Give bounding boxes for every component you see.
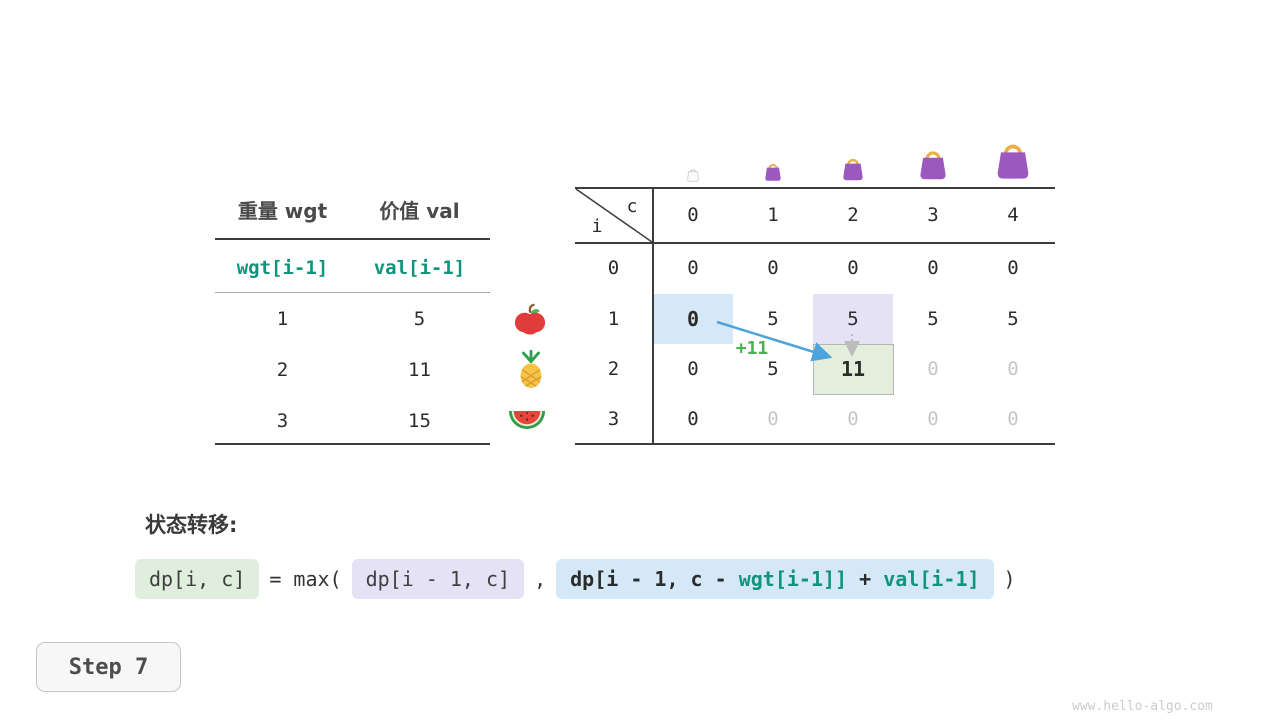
dp-row-header-3: 3 (607, 408, 620, 430)
dp-row-header-0: 0 (607, 257, 620, 279)
bag-icon-capacity-0 (687, 169, 699, 182)
dp-corner-row-label: i (591, 216, 603, 237)
dp-cell-0-3: 0 (927, 257, 939, 279)
items-table-header-weight: 重量 wgt (237, 199, 328, 223)
dp-col-header-4: 4 (1007, 204, 1019, 226)
item-1-weight: 1 (276, 308, 289, 330)
formula-operator: = max( (269, 567, 342, 591)
items-table-mid-rule (215, 292, 490, 293)
dp-corner-col-label: c (626, 196, 638, 217)
watermark: www.hello-algo.com (1072, 699, 1213, 714)
item-1-value: 5 (413, 308, 426, 330)
items-table-header-value: 价值 val (379, 199, 460, 223)
dp-cell-1-4: 5 (1007, 308, 1019, 330)
item-3-weight: 3 (276, 410, 289, 432)
dp-table-top-rule (575, 187, 1055, 189)
dp-cell-1-3: 5 (927, 308, 939, 330)
dp-table-vertical-rule (652, 187, 654, 445)
transition-annotation: +11 (735, 338, 769, 359)
formula-lhs: dp[i, c] (135, 559, 260, 599)
formula-option1: dp[i - 1, c] (351, 559, 525, 599)
dp-cell-1-1: 5 (767, 308, 779, 330)
formula-option2-wgt-part: wgt[i-1]] (738, 567, 848, 591)
dp-cell-2-0: 0 (687, 358, 699, 380)
dp-cell-0-0: 0 (687, 257, 699, 279)
dp-cell-0-1: 0 (767, 257, 779, 279)
dp-cell-2-3: 0 (927, 358, 939, 380)
formula-closing: ) (1003, 567, 1016, 591)
dp-cell-1-2: 5 (847, 308, 859, 330)
dp-cell-2-2: 11 (840, 357, 866, 381)
formula-option2-plus-part: + (847, 567, 884, 591)
dp-cell-2-1: 5 (767, 358, 779, 380)
item-3-value: 15 (408, 410, 431, 432)
state-transition-label: 状态转移: (145, 513, 238, 537)
dp-cell-3-3: 0 (927, 408, 939, 430)
dp-cell-3-0: 0 (687, 408, 699, 430)
formula-option2-dp-part: dp[i - 1, c - (570, 567, 739, 591)
dp-row-header-2: 2 (607, 358, 620, 380)
dp-col-header-3: 3 (927, 204, 939, 226)
formula-separator: , (534, 567, 547, 591)
step-indicator: Step 7 (36, 642, 181, 692)
apple-icon (514, 303, 546, 335)
pineapple-icon (520, 350, 542, 388)
bag-icon-capacity-1 (765, 163, 781, 181)
dp-cell-1-0: 0 (686, 307, 700, 331)
bag-icon-capacity-3 (920, 151, 946, 180)
bag-icon-capacity-2 (843, 158, 863, 181)
dp-cell-3-1: 0 (767, 408, 779, 430)
dp-row-header-1: 1 (607, 308, 620, 330)
items-table-top-rule (215, 238, 490, 240)
item-2-weight: 2 (276, 359, 289, 381)
dp-col-header-2: 2 (847, 204, 859, 226)
step-label: Step 7 (68, 654, 149, 680)
dp-cell-3-2: 0 (847, 408, 859, 430)
dp-cell-2-4: 0 (1007, 358, 1019, 380)
dp-table-header-rule (575, 242, 1055, 244)
dp-cell-0-4: 0 (1007, 257, 1019, 279)
watermelon-icon (508, 411, 546, 430)
dp-col-header-0: 0 (687, 204, 699, 226)
dp-table-bottom-rule (575, 443, 1055, 445)
formula-option2: dp[i - 1, c - wgt[i-1]] + val[i-1] (556, 559, 994, 599)
items-table-wgt-formula: wgt[i-1] (236, 257, 329, 279)
item-2-value: 11 (408, 359, 431, 381)
bag-icon-capacity-4 (997, 144, 1029, 179)
dp-col-header-1: 1 (767, 204, 779, 226)
state-transition-formula: dp[i, c] = max( dp[i - 1, c] , dp[i - 1,… (135, 559, 1016, 599)
dp-cell-3-4: 0 (1007, 408, 1019, 430)
items-table-bottom-rule (215, 443, 490, 445)
items-table-val-formula: val[i-1] (373, 257, 466, 279)
dp-cell-0-2: 0 (847, 257, 859, 279)
formula-option2-val-part: val[i-1] (883, 567, 980, 591)
